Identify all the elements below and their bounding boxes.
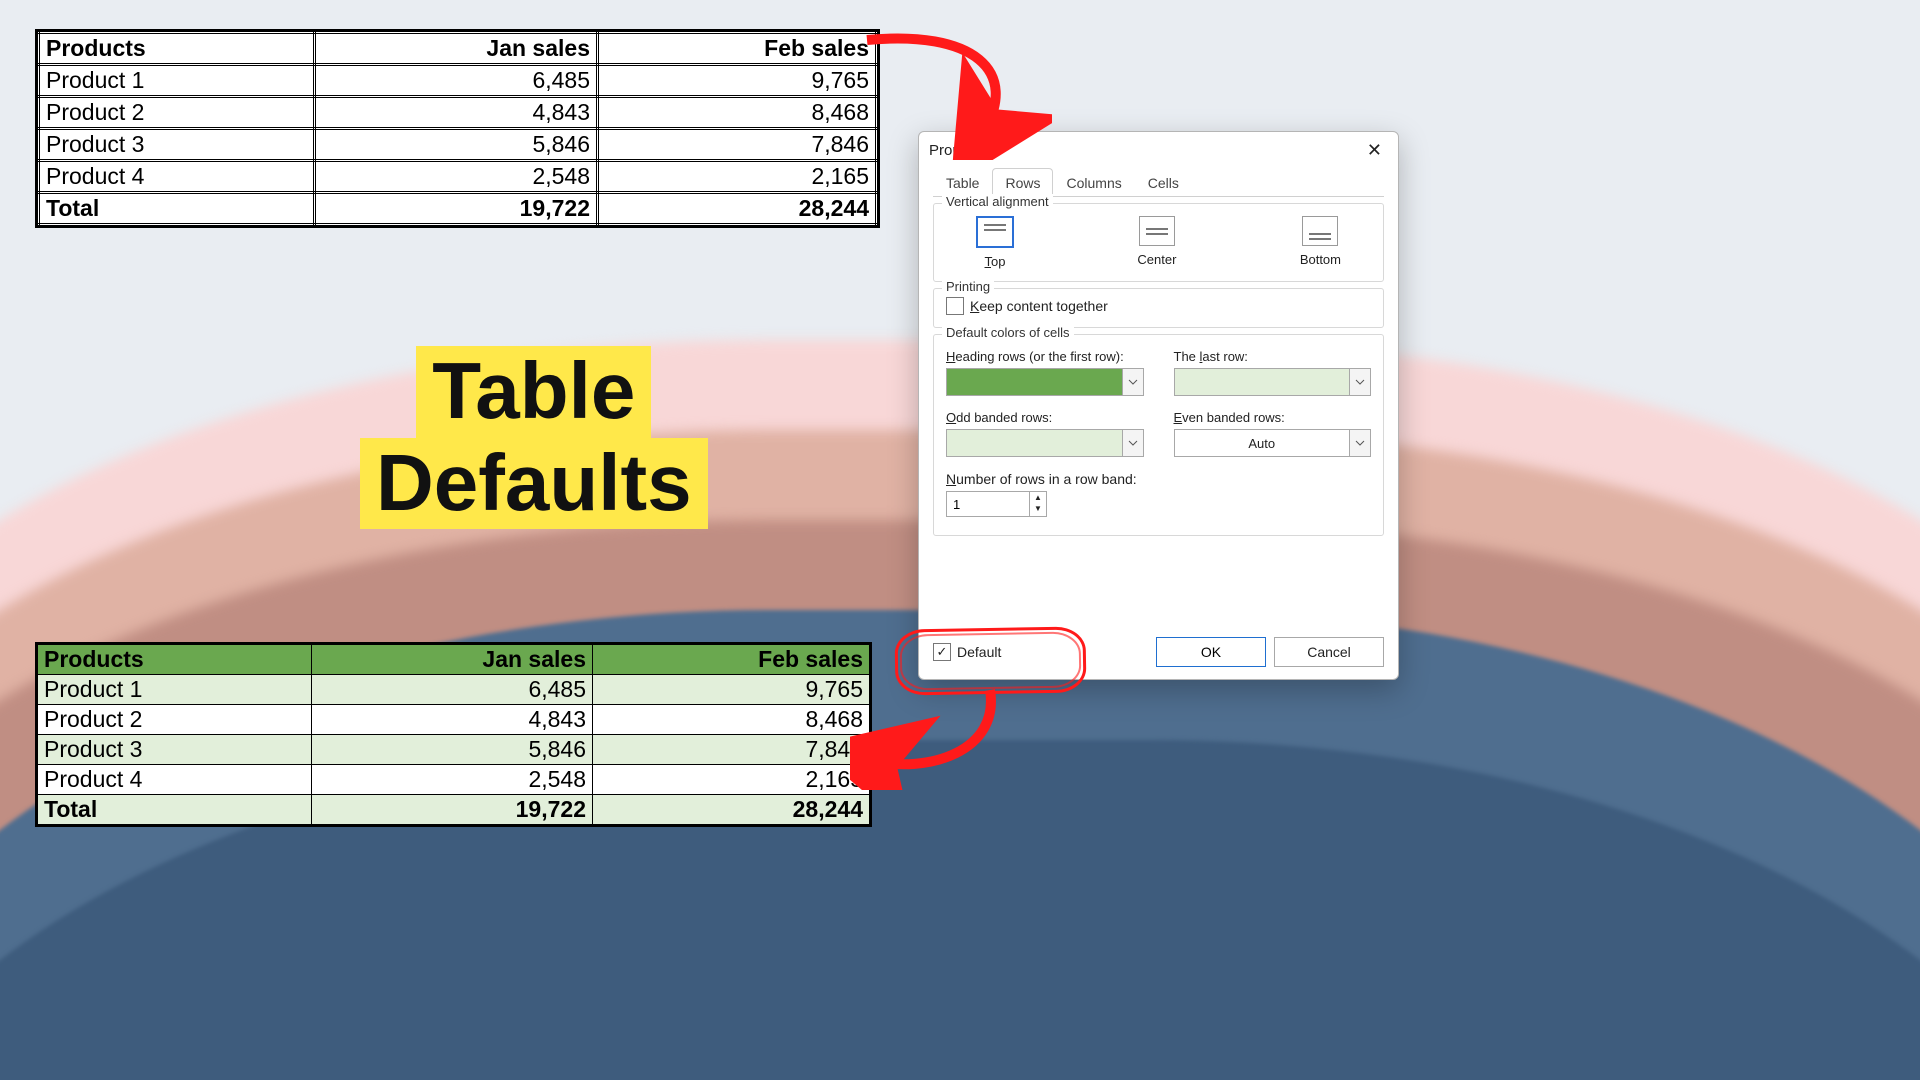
- valign-center-icon: [1139, 216, 1175, 246]
- cancel-button[interactable]: Cancel: [1274, 637, 1384, 667]
- table-total-row: Total19,72228,244: [38, 795, 870, 825]
- valign-bottom[interactable]: Bottom: [1300, 216, 1341, 269]
- col-header: Products: [38, 645, 312, 675]
- annotation-arrow-bottom: [850, 680, 1030, 790]
- group-legend: Default colors of cells: [942, 325, 1074, 340]
- default-checkbox-label: Default: [957, 644, 1001, 660]
- properties-dialog: Properties ✕ Table Rows Columns Cells Ve…: [918, 131, 1399, 680]
- heading-rows-label: Heading rows (or the first row):: [946, 349, 1144, 364]
- heading-rows-color[interactable]: [946, 368, 1144, 396]
- table-header-row: Products Jan sales Feb sales: [38, 645, 870, 675]
- col-header: Jan sales: [315, 33, 598, 65]
- last-row-label: The last row:: [1174, 349, 1372, 364]
- group-legend: Vertical alignment: [942, 194, 1053, 209]
- tab-table[interactable]: Table: [933, 168, 992, 197]
- even-rows-color[interactable]: Auto: [1174, 429, 1372, 457]
- chevron-down-icon: [1122, 430, 1143, 456]
- keep-content-together-checkbox[interactable]: Keep content together: [946, 297, 1371, 315]
- table-row: Product 16,4859,765: [38, 675, 870, 705]
- valign-center[interactable]: Center: [1137, 216, 1176, 269]
- chevron-down-icon: [1349, 430, 1370, 456]
- group-legend: Printing: [942, 279, 994, 294]
- table-row: Product 24,8438,468: [38, 705, 870, 735]
- table-row: Product 16,4859,765: [39, 65, 877, 97]
- odd-rows-color[interactable]: [946, 429, 1144, 457]
- tab-rows[interactable]: Rows: [992, 168, 1053, 197]
- table-before: Products Jan sales Feb sales Product 16,…: [37, 31, 878, 226]
- close-icon[interactable]: ✕: [1361, 138, 1388, 163]
- tab-cells[interactable]: Cells: [1135, 168, 1192, 197]
- col-header: Products: [39, 33, 315, 65]
- default-checkbox[interactable]: ✓ Default: [933, 643, 1001, 661]
- color-swatch: [1175, 369, 1350, 395]
- chevron-down-icon: [1349, 369, 1370, 395]
- slide-title-line1: Table: [416, 346, 651, 438]
- table-row: Product 35,8467,846: [38, 735, 870, 765]
- table-after: Products Jan sales Feb sales Product 16,…: [37, 644, 870, 825]
- group-vertical-alignment: Vertical alignment Top Center Bottom: [933, 203, 1384, 282]
- valign-top-icon: [976, 216, 1014, 248]
- checkbox-icon: ✓: [933, 643, 951, 661]
- color-swatch: [947, 369, 1122, 395]
- odd-rows-label: Odd banded rows:: [946, 410, 1144, 425]
- dialog-title: Properties: [929, 142, 1361, 159]
- checkbox-icon: [946, 297, 964, 315]
- band-count-input[interactable]: [947, 492, 1029, 516]
- table-header-row: Products Jan sales Feb sales: [39, 33, 877, 65]
- tab-columns[interactable]: Columns: [1053, 168, 1134, 197]
- col-header: Feb sales: [598, 33, 877, 65]
- last-row-color[interactable]: [1174, 368, 1372, 396]
- valign-top[interactable]: Top: [976, 216, 1014, 269]
- color-swatch: [947, 430, 1122, 456]
- slide-title: Table Defaults: [360, 346, 708, 529]
- group-default-colors: Default colors of cells Heading rows (or…: [933, 334, 1384, 536]
- spinner-buttons[interactable]: ▲▼: [1029, 492, 1046, 516]
- group-printing: Printing Keep content together: [933, 288, 1384, 328]
- chevron-down-icon: [1122, 369, 1143, 395]
- table-total-row: Total19,72228,244: [39, 193, 877, 225]
- col-header: Feb sales: [593, 645, 870, 675]
- table-row: Product 24,8438,468: [39, 97, 877, 129]
- col-header: Jan sales: [312, 645, 593, 675]
- even-rows-label: Even banded rows:: [1174, 410, 1372, 425]
- band-count-spinner[interactable]: ▲▼: [946, 491, 1047, 517]
- table-row: Product 42,5482,165: [38, 765, 870, 795]
- table-row: Product 42,5482,165: [39, 161, 877, 193]
- ok-button[interactable]: OK: [1156, 637, 1266, 667]
- dialog-tabs: Table Rows Columns Cells: [933, 168, 1384, 197]
- band-count-label: Number of rows in a row band:: [946, 471, 1371, 487]
- slide-title-line2: Defaults: [360, 438, 708, 530]
- table-row: Product 35,8467,846: [39, 129, 877, 161]
- color-auto-label: Auto: [1175, 430, 1350, 456]
- valign-bottom-icon: [1302, 216, 1338, 246]
